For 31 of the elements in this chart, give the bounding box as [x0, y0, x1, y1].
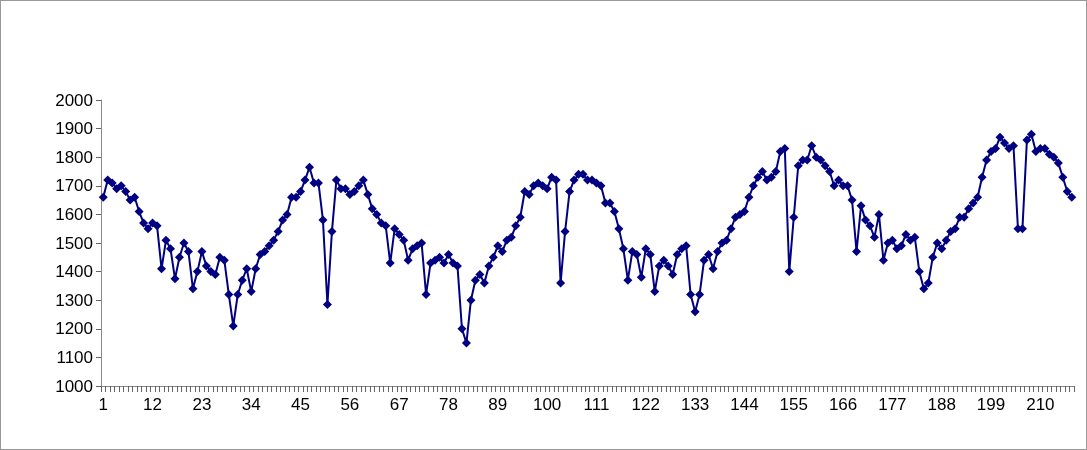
x-tick-label: 12: [143, 395, 163, 414]
x-tick-label: 34: [241, 395, 261, 414]
y-tick-label: 1700: [55, 176, 93, 196]
x-tick-label: 188: [927, 395, 956, 414]
x-tick-label: 111: [583, 395, 610, 414]
x-tick-label: 166: [828, 395, 858, 414]
x-tick-label: 56: [340, 395, 360, 414]
x-tick-label: 100: [532, 395, 562, 414]
y-tick-label: 1800: [55, 147, 93, 167]
y-tick-label: 1000: [55, 376, 93, 396]
y-tick-label: 1600: [55, 204, 93, 224]
y-tick-label: 1900: [55, 119, 93, 139]
x-tick-label: 122: [631, 395, 660, 414]
x-tick-label: 155: [779, 395, 808, 414]
x-tick-label: 1: [98, 395, 108, 414]
x-tick-label: 199: [976, 395, 1006, 414]
x-tick-label: 45: [291, 395, 310, 414]
x-tick-label: 67: [389, 395, 409, 414]
x-tick-label: 210: [1026, 395, 1055, 414]
x-tick-label: 177: [878, 395, 907, 414]
y-tick-label: 1500: [55, 233, 93, 253]
y-tick-label: 1200: [55, 319, 93, 339]
x-tick-label: 133: [680, 395, 710, 414]
y-tick-label: 1300: [55, 290, 93, 310]
x-tick-label: 144: [730, 395, 759, 414]
x-tick-label: 78: [439, 395, 458, 414]
y-tick-label: 1100: [56, 347, 93, 367]
y-tick-label: 2000: [55, 90, 93, 110]
x-tick-label: 89: [488, 395, 508, 414]
y-tick-label: 1400: [55, 262, 93, 282]
x-tick-label: 23: [192, 395, 212, 414]
